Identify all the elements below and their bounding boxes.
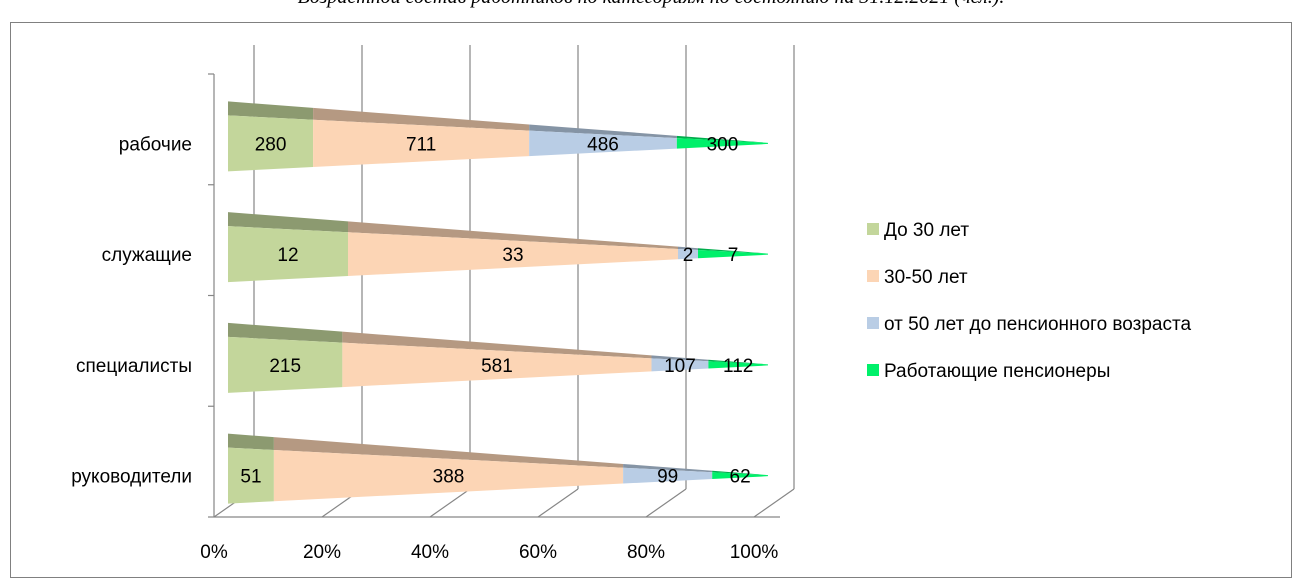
data-label: 99 xyxy=(657,467,678,488)
bar-segment-top-face xyxy=(313,107,530,131)
data-label: 2 xyxy=(683,245,694,266)
data-label: 280 xyxy=(255,134,287,155)
floor-gridline xyxy=(645,488,687,518)
bar-segment-top-face xyxy=(273,437,624,468)
data-label: 300 xyxy=(707,134,739,155)
bar-segment-top-face xyxy=(228,101,314,120)
category-label: руководители xyxy=(71,467,192,488)
data-label: 33 xyxy=(502,245,523,266)
legend-swatch xyxy=(867,317,879,329)
data-label: 388 xyxy=(433,467,465,488)
bar-group-2 xyxy=(228,322,768,393)
bar-segment xyxy=(712,472,768,480)
legend-swatch xyxy=(867,270,879,282)
data-label: 62 xyxy=(730,467,751,488)
bar-segment xyxy=(313,119,530,168)
floor-gridline xyxy=(537,488,579,518)
bar-segment-top-face xyxy=(623,463,713,473)
floor-gridline xyxy=(429,488,471,518)
bar-segment xyxy=(228,336,343,393)
bar-segment-top-face xyxy=(712,470,768,476)
chart-frame xyxy=(10,22,1292,578)
x-tick-label: 80% xyxy=(627,542,665,563)
legend-swatch xyxy=(867,364,879,376)
bar-segment xyxy=(228,226,348,283)
bar-segment xyxy=(623,467,713,484)
bar-segment-top-face xyxy=(678,246,698,251)
bar-segment-top-face xyxy=(676,135,768,143)
legend-label: от 50 лет до пенсионного возраста xyxy=(884,314,1191,335)
bar-segment xyxy=(676,138,768,149)
bar-segment xyxy=(228,447,274,504)
bar-segment-top-face xyxy=(708,359,768,365)
legend-label: Работающие пенсионеры xyxy=(884,361,1110,382)
category-label: служащие xyxy=(102,245,192,266)
bar-segment-top-face xyxy=(529,124,677,139)
bar-segment xyxy=(348,232,678,277)
x-tick-label: 60% xyxy=(519,542,557,563)
data-label: 51 xyxy=(240,467,261,488)
data-label: 12 xyxy=(277,245,298,266)
data-label: 107 xyxy=(664,356,696,377)
data-label: 581 xyxy=(481,356,513,377)
x-tick-label: 40% xyxy=(411,542,449,563)
bar-segment-top-face xyxy=(651,355,709,362)
data-label: 215 xyxy=(269,356,301,377)
data-label: 711 xyxy=(406,134,436,155)
bar-group-1 xyxy=(228,212,768,283)
bar-segment-top-face xyxy=(228,433,274,450)
bar-segment xyxy=(342,342,652,388)
page-title: Возрастной состав работников по категори… xyxy=(0,0,1302,9)
x-tick-label: 100% xyxy=(730,542,779,563)
legend: До 30 лет 30-50 лет от 50 лет до пенсионно… xyxy=(867,220,1191,382)
bar-segment-top-face xyxy=(228,212,348,233)
legend-label: 30-50 лет xyxy=(884,267,968,288)
category-label: специалисты xyxy=(76,356,192,377)
bar-segment-top-face xyxy=(698,248,768,254)
bar-segment xyxy=(529,130,677,157)
floor-gridline xyxy=(753,488,795,518)
data-label: 112 xyxy=(723,356,753,377)
bar-segment xyxy=(228,115,314,172)
bar-segment xyxy=(651,358,709,372)
legend-label: До 30 лет xyxy=(884,220,969,241)
bar-segment xyxy=(698,250,768,259)
data-label: 486 xyxy=(587,134,619,155)
bar-segment-top-face xyxy=(342,331,652,359)
x-tick-label: 20% xyxy=(303,542,341,563)
bar-segment-top-face xyxy=(228,322,343,343)
data-label: 7 xyxy=(728,245,739,266)
bar-segment-top-face xyxy=(348,221,678,249)
category-label: рабочие xyxy=(119,134,192,155)
x-tick-label: 0% xyxy=(200,542,228,563)
bar-segment xyxy=(708,361,768,369)
bar-segment xyxy=(678,248,698,260)
bar-segment xyxy=(273,449,624,502)
legend-swatch xyxy=(867,223,879,235)
bar-group-0 xyxy=(228,101,768,172)
bar-group-3 xyxy=(228,433,768,504)
